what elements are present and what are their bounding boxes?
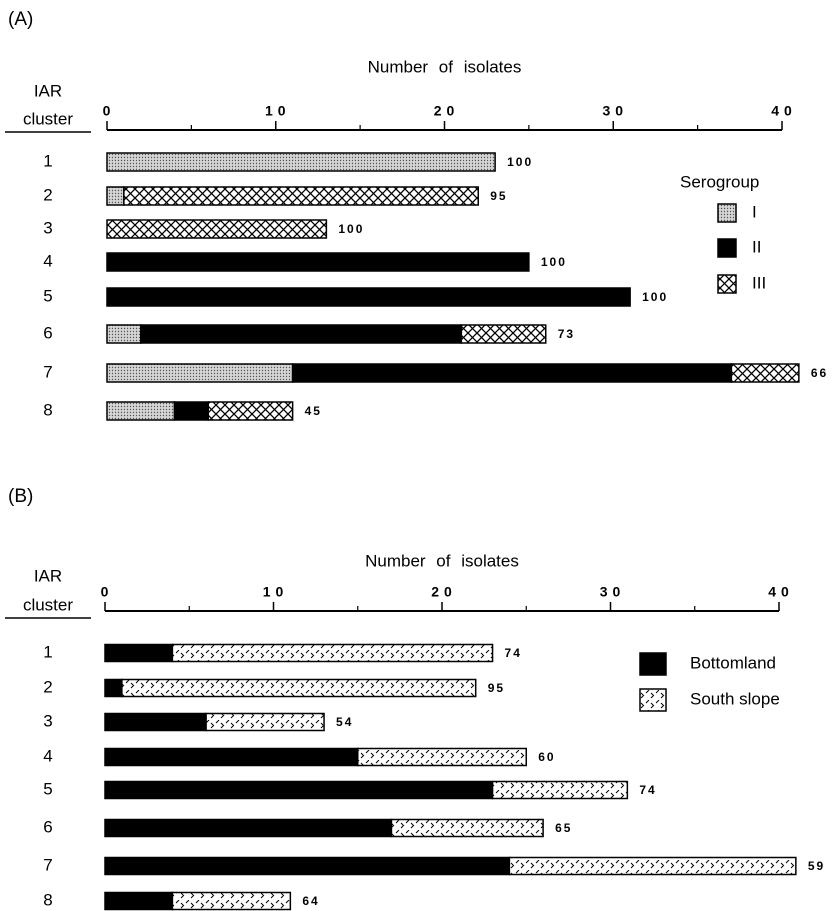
legend-label: II <box>752 237 761 256</box>
bar-segment <box>730 363 800 383</box>
category-label: 3 <box>43 218 52 237</box>
category-label: 7 <box>43 362 52 381</box>
x-tick-label: 20 <box>431 584 457 600</box>
legend-label: I <box>752 202 757 221</box>
legend-swatch <box>717 203 737 223</box>
bar-label: 100 <box>338 222 364 236</box>
x-tick-label: 10 <box>263 584 289 600</box>
category-label: 1 <box>43 151 52 170</box>
bar-label: 74 <box>639 783 656 797</box>
bar-label: 64 <box>302 894 319 908</box>
bar-label: 66 <box>811 366 828 380</box>
bar-segment <box>104 818 393 838</box>
category-axis-title: cluster <box>23 109 73 128</box>
bar-label: 65 <box>555 821 572 835</box>
bar-label: 59 <box>808 859 825 873</box>
category-label: 3 <box>43 711 52 730</box>
legend-swatch <box>717 274 737 294</box>
category-label: 4 <box>43 746 52 765</box>
legend-swatch <box>639 688 667 712</box>
legend-label: Bottomland <box>690 653 776 672</box>
bar-segment <box>104 856 511 876</box>
bar-label: 73 <box>558 327 575 341</box>
bar-label: 100 <box>541 255 567 269</box>
bar-segment <box>140 324 463 344</box>
bar-segment <box>491 780 629 800</box>
bar-segment <box>104 891 174 911</box>
bar-segment <box>508 856 797 876</box>
category-label: 8 <box>43 400 52 419</box>
legend-label: III <box>752 273 766 292</box>
bar-segment <box>207 401 294 421</box>
bar-segment <box>171 643 494 663</box>
bar-label: 54 <box>336 715 353 729</box>
category-label: 2 <box>43 677 52 696</box>
category-label: 5 <box>43 779 52 798</box>
bar-segment <box>104 780 494 800</box>
bar-segment <box>106 252 530 272</box>
x-tick-label: 40 <box>771 103 797 119</box>
bar-segment <box>171 891 292 911</box>
legend-label: South slope <box>690 689 780 708</box>
bar-segment <box>205 712 325 732</box>
bar-segment <box>106 363 294 383</box>
x-tick-label: 30 <box>602 103 628 119</box>
bar-label: 100 <box>642 290 668 304</box>
category-label: 2 <box>43 185 52 204</box>
category-axis-title: IAR <box>34 81 62 100</box>
bar-segment <box>104 747 359 767</box>
x-axis-title: Number of isolates <box>365 551 519 570</box>
legend-swatch <box>639 652 667 676</box>
category-label: 8 <box>43 890 52 909</box>
bar-label: 45 <box>305 404 322 418</box>
bar-segment <box>390 818 544 838</box>
bar-segment <box>123 186 479 206</box>
bar-segment <box>460 324 547 344</box>
legend-swatch <box>717 238 737 258</box>
bar-segment <box>357 747 527 767</box>
panel-label: (A) <box>8 9 33 30</box>
bar-segment <box>104 643 174 663</box>
bar-segment <box>106 186 125 206</box>
x-tick-label: 30 <box>600 584 626 600</box>
x-tick-label: 20 <box>434 103 460 119</box>
x-tick-label: 0 <box>103 103 116 119</box>
bar-segment <box>106 401 176 421</box>
bar-label: 95 <box>490 189 507 203</box>
bar-label: 100 <box>507 155 533 169</box>
bar-segment <box>106 219 328 239</box>
category-axis-title: IAR <box>34 566 62 585</box>
bar-segment <box>106 324 142 344</box>
bar-segment <box>104 712 207 732</box>
panel-label: (B) <box>8 486 33 507</box>
x-tick-label: 0 <box>101 584 114 600</box>
bar-segment <box>173 401 209 421</box>
bar-label: 95 <box>488 681 505 695</box>
category-label: 5 <box>43 286 52 305</box>
bar-label: 60 <box>538 750 555 764</box>
legend-title: Serogroup <box>680 172 759 191</box>
bar-segment <box>106 287 631 307</box>
x-tick-label: 10 <box>265 103 291 119</box>
x-axis-title: Number of isolates <box>368 57 522 76</box>
category-label: 1 <box>43 642 52 661</box>
category-label: 4 <box>43 251 52 270</box>
category-label: 6 <box>43 323 52 342</box>
bar-label: 74 <box>505 646 522 660</box>
bar-segment <box>106 152 496 172</box>
category-label: 7 <box>43 855 52 874</box>
category-axis-title: cluster <box>23 595 73 614</box>
category-label: 6 <box>43 817 52 836</box>
bar-segment <box>291 363 733 383</box>
bar-segment <box>121 678 477 698</box>
bar-segment <box>104 678 123 698</box>
x-tick-label: 40 <box>768 584 794 600</box>
